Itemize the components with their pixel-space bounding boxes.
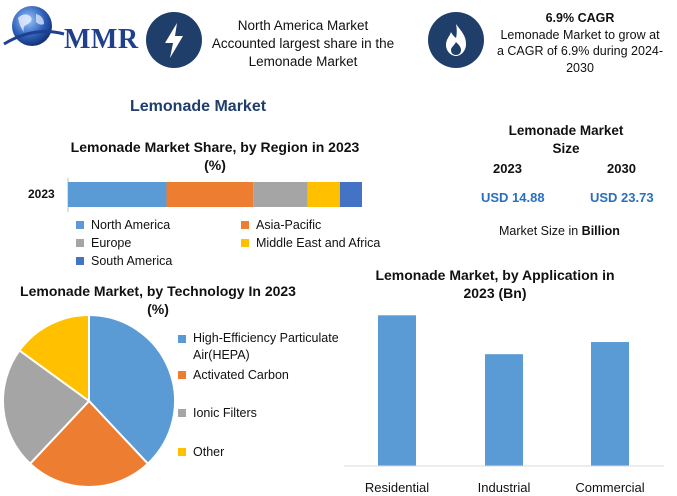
legend-label: Asia-Pacific (256, 218, 322, 232)
market-size-unit-bold: Billion (581, 224, 620, 238)
application-chart-title-line: 2023 (Bn) (463, 285, 527, 301)
header-card1-text: North America Market Accounted largest s… (205, 17, 401, 71)
market-size-title-line: Lemonade Market (508, 123, 624, 138)
region-bar-south-america (339, 182, 362, 207)
pie-slice-activated-carbon (28, 399, 150, 488)
legend-label: Ionic Filters (193, 406, 257, 420)
legend-item-activated-carbon: Activated Carbon (178, 368, 289, 382)
legend-swatch (178, 335, 186, 343)
header-card1-line: Lemonade Market (248, 54, 358, 69)
legend-item-hepa: High-Efficiency Particulate Air(HEPA) (178, 330, 339, 364)
market-size-unit: Market Size in Billion (499, 224, 620, 238)
region-chart-title-line: (%) (204, 157, 226, 173)
pie-slice-ionic-filters (2, 349, 91, 466)
region-bar-europe (253, 182, 308, 207)
header-card2-text: 6.9% CAGR Lemonade Market to grow at a C… (482, 10, 677, 76)
legend-label: Middle East and Africa (256, 236, 381, 250)
legend-item-asia-pacific: Asia-Pacific (241, 218, 321, 232)
header-card2-line: 2030 (566, 60, 594, 75)
region-year-label: 2023 (28, 187, 55, 201)
legend-label-group: High-Efficiency Particulate Air(HEPA) (193, 330, 339, 364)
region-chart-title: Lemonade Market Share, by Region in 2023… (60, 138, 370, 174)
globe-icon (3, 6, 65, 46)
pie-slice-other (18, 313, 90, 403)
legend-item-middle-east-africa: Middle East and Africa (241, 236, 380, 250)
region-bar-asia-pacific (166, 182, 254, 207)
technology-chart-title-line: Lemonade Market, by Technology In 2023 (20, 283, 296, 299)
legend-swatch (76, 221, 84, 229)
region-bar-middle-east-and-africa (307, 182, 340, 207)
region-chart-title-line: Lemonade Market Share, by Region in 2023 (70, 139, 360, 155)
technology-pie-chart (2, 313, 176, 488)
application-tick-label-commercial: Commercial (575, 480, 644, 494)
market-year-2023: 2023 (493, 161, 522, 176)
header-card1-line: North America Market (237, 18, 369, 33)
market-value-2030: USD 23.73 (590, 190, 654, 205)
market-value-2023: USD 14.88 (481, 190, 545, 205)
application-chart-title: Lemonade Market, by Application in 2023 … (350, 266, 640, 302)
flame-icon (446, 24, 466, 56)
market-size-title-line: Size (552, 141, 580, 156)
application-bar-residential (378, 315, 416, 466)
legend-label: Activated Carbon (193, 368, 289, 382)
main-title: Lemonade Market (130, 98, 267, 115)
legend-label: High-Efficiency Particulate (193, 331, 339, 345)
legend-swatch (241, 221, 249, 229)
legend-label: Other (193, 445, 225, 459)
legend-label: North America (91, 218, 171, 232)
header-card2-line: Lemonade Market to grow at (500, 27, 660, 42)
lightning-icon (165, 23, 183, 58)
application-bar-chart: Residential Industrial Commercial (344, 315, 664, 494)
application-tick-label-industrial: Industrial (478, 480, 531, 494)
application-bar-industrial (485, 354, 523, 466)
region-bar-north-america (68, 182, 167, 207)
header-card2-line: a CAGR of 6.9% during 2024- (496, 44, 664, 58)
legend-item-north-america: North America (76, 218, 170, 232)
header-card1-line: Accounted largest share in the (211, 36, 395, 51)
legend-label: Air(HEPA) (193, 348, 250, 362)
legend-swatch (241, 239, 249, 247)
legend-swatch (76, 257, 84, 265)
technology-chart-title-line: (%) (147, 301, 169, 317)
market-year-2030: 2030 (607, 161, 636, 176)
pie-slice-high-efficiency-particulate-air-hepa (88, 313, 176, 466)
legend-item-ionic-filters: Ionic Filters (178, 406, 257, 420)
market-size-unit-prefix: Market Size in (499, 224, 582, 238)
legend-swatch (178, 371, 186, 379)
application-bar-commercial (591, 342, 629, 466)
legend-swatch (178, 409, 186, 417)
lightning-badge (146, 12, 202, 68)
legend-label: Europe (91, 236, 132, 250)
flame-badge (428, 12, 484, 68)
legend-item-europe: Europe (76, 236, 131, 250)
legend-item-south-america: South America (76, 254, 172, 268)
legend-item-other: Other (178, 445, 224, 459)
region-share-chart (67, 178, 362, 212)
legend-swatch (178, 448, 186, 456)
market-size-title: Lemonade Market Size (486, 122, 646, 158)
logo-text: MMR (64, 24, 139, 55)
legend-label: South America (91, 254, 173, 268)
technology-chart-title: Lemonade Market, by Technology In 2023 (… (6, 282, 310, 318)
application-tick-label-residential: Residential (365, 480, 429, 494)
legend-swatch (76, 239, 84, 247)
cagr-title: 6.9% CAGR (545, 11, 615, 25)
logo: MMR (2, 4, 138, 55)
application-chart-title-line: Lemonade Market, by Application in (375, 267, 615, 283)
